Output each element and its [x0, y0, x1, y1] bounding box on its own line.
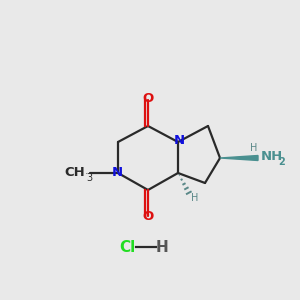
Text: 2: 2	[278, 157, 285, 167]
Text: Cl: Cl	[119, 239, 135, 254]
Text: NH: NH	[261, 151, 283, 164]
Text: H: H	[156, 239, 168, 254]
Text: H: H	[250, 143, 258, 153]
Text: O: O	[142, 92, 154, 106]
Text: methyl: methyl	[85, 172, 90, 174]
Text: 3: 3	[86, 173, 92, 183]
Text: O: O	[142, 211, 154, 224]
Text: N: N	[111, 167, 123, 179]
Text: CH: CH	[64, 167, 85, 179]
Text: H: H	[191, 193, 199, 203]
Text: N: N	[173, 134, 184, 148]
Polygon shape	[220, 155, 258, 160]
